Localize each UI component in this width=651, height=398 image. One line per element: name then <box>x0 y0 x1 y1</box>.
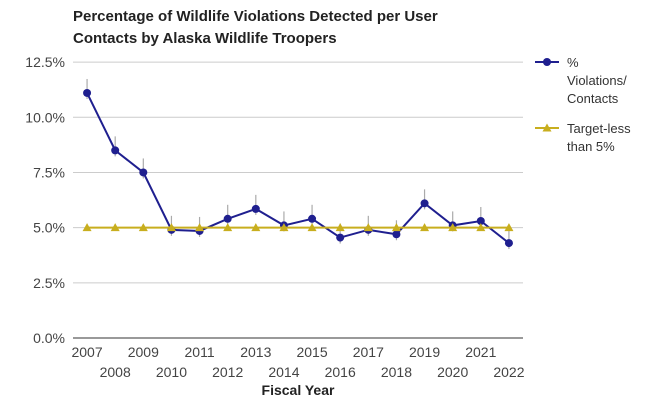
x-tick-label: 2015 <box>296 344 327 360</box>
x-tick-label: 2018 <box>381 364 412 380</box>
data-point <box>308 214 317 223</box>
data-point <box>166 223 176 232</box>
legend-label: % <box>567 55 579 70</box>
y-tick-label: 0.0% <box>33 330 65 346</box>
x-tick-label: 2017 <box>353 344 384 360</box>
series-line <box>86 92 510 244</box>
legend-label: Violations/ <box>567 73 627 88</box>
legend-swatch-marker <box>542 123 552 132</box>
legend-label: Contacts <box>567 91 619 106</box>
x-tick-label: 2012 <box>212 364 243 380</box>
x-tick-label: 2022 <box>493 364 524 380</box>
data-point <box>420 223 430 232</box>
x-tick-label: 2010 <box>156 364 187 380</box>
x-tick-label: 2008 <box>100 364 131 380</box>
y-tick-label: 5.0% <box>33 220 65 236</box>
y-tick-label: 7.5% <box>33 164 65 180</box>
data-point <box>82 223 92 232</box>
chart-title-line-1: Percentage of Wildlife Violations Detect… <box>73 8 438 25</box>
data-point <box>223 214 232 223</box>
x-tick-label: 2009 <box>128 344 159 360</box>
x-tick-label: 2011 <box>185 344 215 360</box>
y-tick-label: 12.5% <box>25 54 65 70</box>
data-point <box>223 223 233 232</box>
data-point <box>111 146 120 155</box>
data-point <box>363 223 373 232</box>
data-point <box>335 223 345 232</box>
legend-label: than 5% <box>567 139 615 154</box>
data-point <box>504 239 513 248</box>
data-point <box>138 223 148 232</box>
y-tick-label: 10.0% <box>25 109 65 125</box>
data-point <box>476 223 486 232</box>
data-point <box>195 223 205 232</box>
legend-swatch-marker <box>543 58 551 66</box>
data-point <box>391 223 401 232</box>
data-point <box>251 223 261 232</box>
data-point <box>476 217 485 226</box>
x-axis-title: Fiscal Year <box>262 382 335 398</box>
data-point <box>336 233 345 242</box>
x-tick-label: 2007 <box>71 344 102 360</box>
data-point <box>420 199 429 208</box>
x-tick-label: 2021 <box>465 344 496 360</box>
data-point <box>139 168 148 177</box>
x-tick-label: 2016 <box>325 364 356 380</box>
x-tick-label: 2014 <box>268 364 299 380</box>
data-point <box>504 223 514 232</box>
chart-title-line-2: Contacts by Alaska Wildlife Troopers <box>73 30 337 47</box>
x-tick-label: 2013 <box>240 344 271 360</box>
data-point <box>448 223 458 232</box>
data-point <box>110 223 120 232</box>
data-point <box>279 223 289 232</box>
data-point <box>83 88 92 97</box>
chart-title: Percentage of Wildlife Violations Detect… <box>73 6 493 50</box>
x-tick-label: 2020 <box>437 364 468 380</box>
data-point <box>307 223 317 232</box>
legend-label: Target-less <box>567 121 631 136</box>
data-point <box>251 204 260 213</box>
y-tick-label: 2.5% <box>33 275 65 291</box>
x-tick-label: 2019 <box>409 344 440 360</box>
data-point <box>392 230 401 239</box>
